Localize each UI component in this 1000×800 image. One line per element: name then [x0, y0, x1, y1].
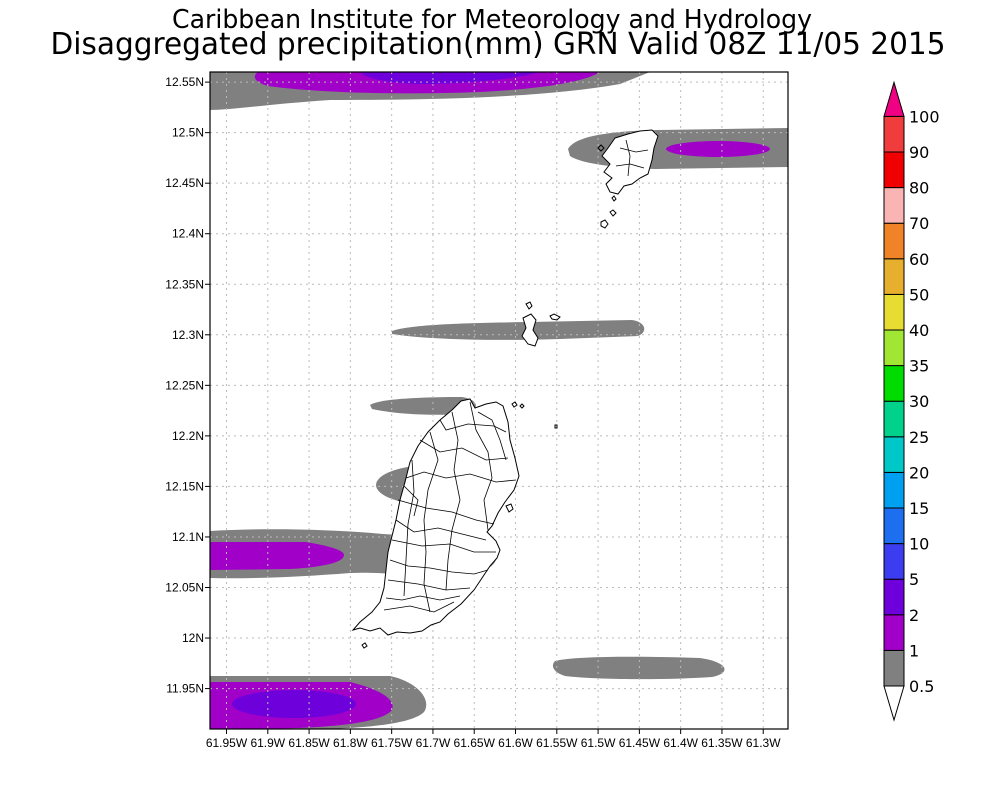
islet-north-2 [600, 219, 609, 229]
colorbar-label: 90 [909, 143, 929, 162]
lat-tick-label: 12.15N [165, 479, 204, 493]
islet-east-2 [519, 403, 525, 409]
colorbar-min-arrow [883, 685, 905, 722]
lat-tick-label: 12.5N [172, 126, 204, 140]
map-frame [209, 71, 789, 730]
lon-tick-label: 61.7W [416, 736, 451, 750]
lat-tick-label: 11.95N [166, 682, 204, 696]
plot-area [210, 72, 788, 729]
lon-tick-label: 61.75W [371, 736, 413, 750]
colorbar-label: 2 [909, 606, 919, 625]
colorbar-swatch [883, 436, 905, 473]
lat-tick-label: 12.55N [165, 75, 204, 89]
colorbar-label: 1 [909, 641, 919, 660]
colorbar-label: 35 [909, 357, 929, 376]
coastline [351, 129, 659, 649]
lon-tick-label: 61.55W [536, 736, 578, 750]
lon-tick-label: 61.95W [206, 736, 248, 750]
lat-tick-label: 12.45N [165, 176, 204, 190]
lat-tick-label: 12.05N [165, 580, 204, 594]
colorbar-swatch [883, 543, 905, 580]
colorbar-swatch [883, 293, 905, 331]
lon-tick-label: 61.6W [498, 736, 533, 750]
islet-central [521, 313, 539, 347]
colorbar-label: 5 [909, 570, 919, 589]
chart-subtitle: Disaggregated precipitation(mm) GRN Vali… [51, 27, 946, 62]
islet-north-4 [611, 195, 617, 202]
colorbar-swatch [883, 222, 905, 260]
islet-east-3 [554, 424, 558, 429]
colorbar-label: 70 [909, 214, 929, 233]
latitude-axis: 12.55N 12.5N 12.45N 12.4N 12.35N 12.3N 12.25N 1… [165, 75, 210, 696]
colorbar-label: 25 [909, 428, 929, 447]
colorbar-swatch [883, 471, 905, 509]
colorbar-label: 80 [909, 179, 929, 198]
lon-tick-label: 61.8W [333, 736, 368, 750]
chart-title: Caribbean Institute for Meteorology and … [172, 5, 812, 35]
lon-tick-label: 61.35W [701, 736, 743, 750]
colorbar-label: 0.5 [909, 677, 934, 696]
colorbar-label: 60 [909, 250, 929, 269]
islet-central-3 [549, 313, 561, 321]
colorbar-swatch [883, 258, 905, 295]
lon-tick-label: 61.65W [454, 736, 496, 750]
lon-tick-label: 61.5W [581, 736, 616, 750]
lat-tick-label: 12.1N [172, 530, 204, 544]
colorbar-swatch [883, 151, 905, 189]
colorbar-swatch [883, 187, 905, 224]
islet-north-3 [609, 209, 617, 217]
precipitation-band-5mm [232, 72, 540, 718]
lat-tick-label: 12.35N [165, 277, 204, 291]
colorbar-swatch [883, 649, 905, 687]
colorbar-max-arrow [883, 80, 905, 117]
lon-tick-label: 61.9W [250, 736, 285, 750]
colorbar-label: 20 [909, 463, 929, 482]
lat-tick-label: 12.3N [172, 328, 204, 342]
lon-tick-label: 61.45W [619, 736, 661, 750]
lon-tick-label: 61.85W [288, 736, 330, 750]
colorbar-label: 40 [909, 321, 929, 340]
colorbar-swatch [883, 365, 905, 402]
lat-tick-label: 12.2N [172, 429, 204, 443]
colorbar-swatch [883, 578, 905, 616]
islet-south [361, 642, 368, 649]
colorbar-label: 100 [909, 107, 940, 126]
carriacou-lines [615, 139, 649, 177]
colorbar-swatch [883, 329, 905, 367]
lat-tick-label: 12N [182, 631, 204, 645]
lat-tick-label: 12.4N [172, 227, 204, 241]
colorbar-label: 15 [909, 499, 929, 518]
colorbar-label: 30 [909, 392, 929, 411]
islet-east-1 [511, 401, 518, 408]
islet-north-1 [597, 144, 605, 152]
colorbar-swatch [883, 400, 905, 438]
lon-tick-label: 61.4W [663, 736, 698, 750]
islet-central-2 [525, 301, 533, 310]
carriacou-island [601, 129, 659, 195]
longitude-axis: 61.95W 61.9W 61.85W 61.8W 61.75W 61.7W 61.65W 6… [206, 729, 781, 750]
lat-tick-label: 12.25N [165, 378, 204, 392]
parish-lines [383, 401, 517, 613]
graticule [210, 72, 788, 729]
colorbar-label: 10 [909, 535, 929, 554]
colorbar-label: 50 [909, 285, 929, 304]
colorbar-swatch [883, 614, 905, 651]
colorbar-swatch [883, 115, 905, 153]
islet-east-4 [505, 503, 514, 513]
colorbar-swatch [883, 507, 905, 545]
lon-tick-label: 61.3W [746, 736, 781, 750]
